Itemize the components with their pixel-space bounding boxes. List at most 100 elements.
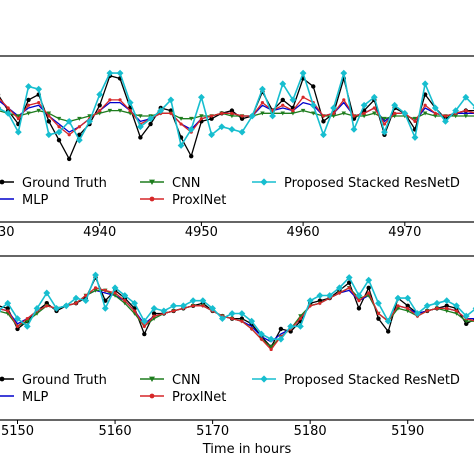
legend-marker-resnet	[260, 178, 268, 186]
data-point-proxlnet	[84, 293, 88, 298]
data-point-ground_truth	[46, 119, 52, 124]
data-point-ground_truth	[66, 156, 72, 162]
data-point-resnet	[14, 315, 21, 323]
data-point-resnet	[404, 294, 412, 302]
legend-marker-resnet	[260, 375, 268, 383]
data-point-cnn	[464, 319, 469, 324]
series-resnet	[0, 271, 474, 343]
data-point-resnet	[381, 128, 388, 136]
data-point-cnn	[341, 111, 346, 116]
data-point-proxlnet	[396, 304, 400, 308]
axes-frame	[0, 55, 474, 223]
data-point-resnet	[160, 307, 168, 315]
data-point-resnet	[72, 294, 80, 302]
data-point-proxlnet	[152, 314, 156, 318]
data-point-proxlnet	[6, 309, 10, 313]
data-point-resnet	[82, 297, 90, 305]
data-point-cnn	[311, 111, 316, 116]
legend-label-resnet: Proposed Stacked ResNetD	[284, 176, 460, 191]
x-axis-title: Time in hours	[202, 442, 292, 457]
legend-box	[0, 371, 474, 409]
legend-label-mlp: MLP	[22, 193, 48, 208]
data-point-proxlnet	[240, 319, 244, 323]
data-point-cnn	[77, 116, 82, 121]
data-point-cnn	[97, 111, 102, 116]
data-point-resnet	[306, 297, 314, 305]
data-point-resnet	[330, 104, 338, 112]
legend: Ground Truth CNN Proposed Stacked ResNetD M…	[0, 176, 460, 208]
data-point-ground_truth	[346, 280, 352, 285]
series-ground_truth	[0, 275, 474, 350]
data-point-ground_truth	[77, 132, 82, 137]
data-point-cnn	[433, 114, 438, 119]
data-point-proxlnet	[362, 111, 366, 115]
data-point-proxlnet	[142, 324, 146, 328]
data-point-ground_truth	[386, 329, 391, 334]
data-point-cnn	[453, 114, 458, 119]
series-line-resnet	[0, 72, 474, 147]
data-point-resnet	[35, 85, 43, 93]
data-point-ground_truth	[280, 97, 285, 103]
data-point-resnet	[75, 136, 83, 144]
data-point-resnet	[170, 302, 177, 310]
data-point-resnet	[421, 80, 429, 88]
data-point-resnet	[136, 123, 144, 131]
legend-label-proxlnet: ProxlNet	[172, 193, 226, 208]
data-point-ground_truth	[366, 285, 371, 291]
data-point-proxlnet	[179, 122, 183, 126]
data-point-proxlnet	[230, 317, 234, 321]
data-point-resnet	[86, 117, 93, 125]
data-point-proxlnet	[74, 301, 78, 305]
data-point-cnn	[199, 114, 204, 119]
data-point-cnn	[189, 116, 194, 121]
data-point-resnet	[462, 93, 470, 101]
data-point-resnet	[248, 317, 256, 325]
data-point-proxlnet	[382, 122, 387, 126]
data-point-resnet	[111, 284, 119, 292]
data-point-resnet	[259, 85, 266, 93]
series-line-ground_truth	[0, 75, 474, 160]
data-point-resnet	[267, 335, 275, 343]
data-point-cnn	[16, 114, 21, 119]
data-point-proxlnet	[376, 311, 381, 316]
data-point-proxlnet	[250, 327, 254, 331]
data-point-proxlnet	[393, 111, 397, 115]
data-point-resnet	[218, 123, 226, 131]
data-point-resnet	[345, 274, 353, 281]
data-point-resnet	[96, 91, 104, 98]
x-tick-label: 4960	[287, 225, 320, 240]
data-point-resnet	[394, 294, 402, 302]
data-point-proxlnet	[321, 114, 326, 118]
legend-label-ground_truth: Ground Truth	[22, 176, 107, 191]
data-point-resnet	[218, 315, 226, 323]
data-point-resnet	[365, 276, 373, 284]
data-point-resnet	[452, 107, 460, 115]
plot-area	[0, 69, 474, 162]
data-point-proxlnet	[45, 304, 49, 308]
data-point-cnn	[46, 111, 52, 116]
data-point-resnet	[277, 335, 285, 343]
data-point-resnet	[287, 322, 295, 330]
data-point-ground_truth	[189, 154, 194, 159]
data-point-proxlnet	[26, 103, 31, 107]
data-point-cnn	[107, 108, 113, 113]
data-point-resnet	[140, 317, 148, 325]
data-point-proxlnet	[47, 114, 51, 118]
data-point-cnn	[112, 293, 118, 298]
legend-marker-proxlnet	[149, 393, 155, 399]
data-point-proxlnet	[169, 111, 173, 115]
data-point-resnet	[442, 117, 449, 125]
data-point-cnn	[260, 111, 265, 116]
x-tick-label: 4950	[185, 225, 218, 240]
data-point-cnn	[178, 116, 184, 121]
x-axis: 4930 4940 4950 4960 4970	[0, 222, 421, 240]
data-point-cnn	[229, 114, 235, 119]
data-point-resnet	[279, 80, 287, 88]
data-point-cnn	[268, 345, 274, 350]
data-point-resnet	[326, 292, 334, 299]
data-point-proxlnet	[454, 309, 459, 313]
x-axis: 5150 5160 5170 5180 5190	[1, 420, 424, 439]
data-point-resnet	[350, 126, 358, 133]
data-point-ground_truth	[229, 108, 235, 113]
